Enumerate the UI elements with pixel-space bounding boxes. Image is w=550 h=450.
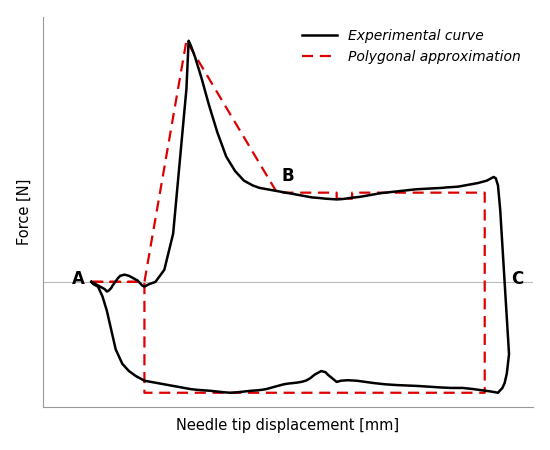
Text: A: A bbox=[72, 270, 85, 288]
X-axis label: Needle tip displacement [mm]: Needle tip displacement [mm] bbox=[177, 418, 400, 433]
Legend: Experimental curve, Polygonal approximation: Experimental curve, Polygonal approximat… bbox=[296, 23, 526, 70]
Text: B: B bbox=[282, 167, 294, 185]
Text: C: C bbox=[512, 270, 524, 288]
Y-axis label: Force [N]: Force [N] bbox=[16, 179, 32, 245]
